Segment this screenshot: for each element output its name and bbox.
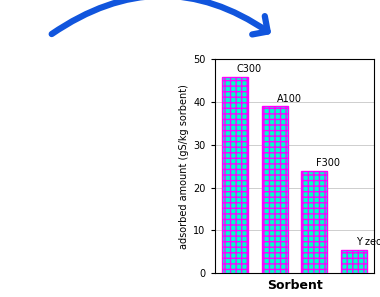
Text: C300: C300	[237, 64, 262, 74]
Text: Y zeolite: Y zeolite	[356, 237, 380, 247]
Text: A100: A100	[277, 94, 302, 104]
Bar	[341, 250, 367, 273]
Bar	[262, 106, 288, 273]
Text: F300: F300	[317, 158, 340, 168]
Bar	[222, 77, 248, 273]
Bar	[301, 170, 327, 273]
X-axis label: Sorbent: Sorbent	[267, 279, 322, 292]
Y-axis label: adsorbed amount (gS/kg sorbent): adsorbed amount (gS/kg sorbent)	[179, 84, 189, 249]
